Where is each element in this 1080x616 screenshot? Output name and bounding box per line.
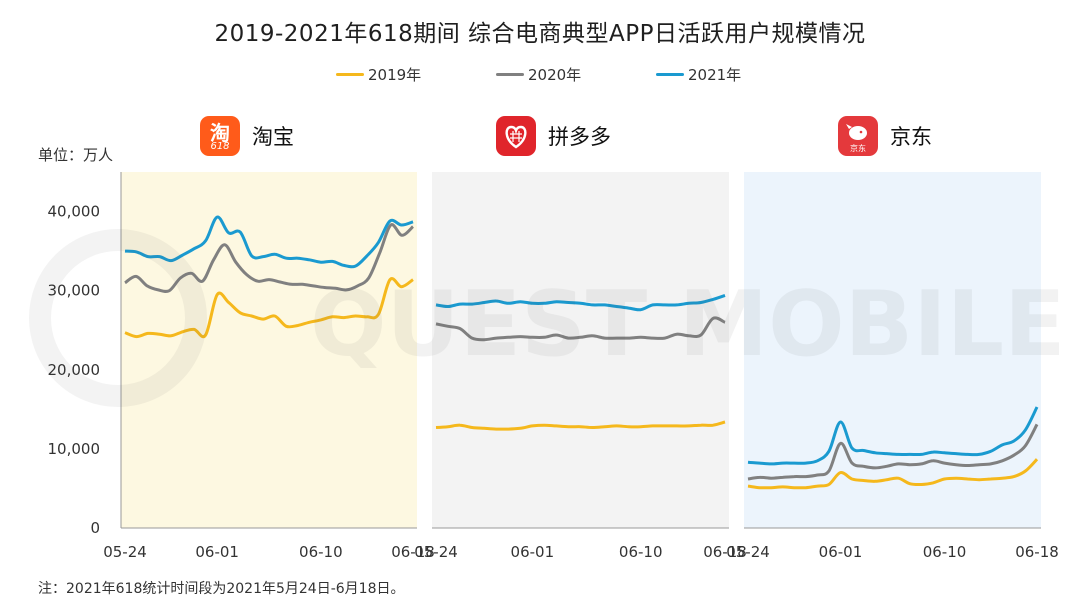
legend-item-2019: 2019年 bbox=[336, 64, 421, 85]
app-header-taobao: 淘 618 淘宝 bbox=[200, 116, 294, 156]
y-tick-label: 0 bbox=[90, 519, 100, 537]
panel-jd: 05-24 06-01 06-10 06-18 bbox=[726, 172, 1059, 561]
footnote: 注：2021年618统计时间段为2021年5月24日-6月18日。 bbox=[38, 581, 405, 597]
legend-swatch-2020 bbox=[496, 73, 524, 76]
x-tick-label: 05-24 bbox=[103, 543, 147, 561]
taobao-618-app-icon: 淘 618 bbox=[200, 116, 240, 156]
legend-item-2021: 2021年 bbox=[656, 64, 741, 85]
series-line-pinduoduo-2021年 bbox=[435, 293, 726, 312]
y-axis: 0 10,000 20,000 30,000 40,000 bbox=[48, 203, 101, 537]
panel-background-jd bbox=[744, 172, 1041, 528]
series-line-jd-2020年 bbox=[747, 423, 1039, 481]
app-name-jd: 京东 bbox=[890, 125, 932, 149]
series-line-jd-2019年 bbox=[747, 458, 1039, 490]
panel-background-taobao bbox=[121, 172, 417, 528]
watermark-logo-ring bbox=[29, 229, 207, 407]
series-line-jd-2021年 bbox=[747, 406, 1039, 466]
x-tick-label: 06-10 bbox=[299, 543, 343, 561]
taobao-icon-618: 618 bbox=[210, 141, 230, 152]
watermark: QUEST MOBILE bbox=[29, 229, 1066, 407]
legend-label-2020: 2020年 bbox=[528, 66, 582, 84]
taobao-icon-glyph: 淘 bbox=[210, 121, 230, 145]
app-header-pinduoduo: 拼多多 bbox=[496, 116, 611, 156]
x-tick-label: 05-24 bbox=[726, 543, 770, 561]
x-tick-label: 06-10 bbox=[923, 543, 967, 561]
app-name-taobao: 淘宝 bbox=[252, 125, 294, 149]
x-tick-label: 06-01 bbox=[511, 543, 555, 561]
legend-item-2020: 2020年 bbox=[496, 64, 581, 85]
y-tick-label: 10,000 bbox=[48, 440, 101, 458]
x-tick-label: 06-01 bbox=[195, 543, 239, 561]
series-line-taobao-2020年 bbox=[124, 223, 415, 293]
series-line-pinduoduo-2020年 bbox=[435, 316, 726, 342]
x-tick-label: 06-18 bbox=[703, 543, 747, 561]
panel-background-pinduoduo bbox=[432, 172, 729, 528]
chart-title: 2019-2021年618期间 综合电商典型APP日活跃用户规模情况 bbox=[214, 21, 866, 47]
legend-label-2019: 2019年 bbox=[368, 66, 422, 84]
panel-pinduoduo: 05-24 06-01 06-10 06-18 bbox=[414, 172, 747, 561]
x-tick-label: 06-18 bbox=[391, 543, 435, 561]
jd-app-icon: 京东 bbox=[838, 116, 878, 156]
pinduoduo-app-icon bbox=[496, 116, 536, 156]
jd-icon-label: 京东 bbox=[850, 144, 866, 153]
y-tick-label: 30,000 bbox=[48, 282, 101, 300]
unit-label: 单位：万人 bbox=[38, 146, 114, 164]
app-header-jd: 京东 京东 bbox=[838, 116, 932, 156]
series-line-taobao-2019年 bbox=[124, 277, 414, 339]
y-tick-label: 20,000 bbox=[48, 361, 101, 379]
series-line-taobao-2021年 bbox=[124, 215, 414, 269]
pinduoduo-heart-icon bbox=[505, 125, 527, 149]
legend-label-2021: 2021年 bbox=[688, 66, 742, 84]
app-name-pinduoduo: 拼多多 bbox=[548, 125, 611, 149]
x-tick-label: 06-01 bbox=[819, 543, 863, 561]
x-tick-label: 05-24 bbox=[414, 543, 458, 561]
x-tick-label: 06-18 bbox=[1015, 543, 1059, 561]
legend-swatch-2021 bbox=[656, 73, 684, 76]
x-tick-label: 06-10 bbox=[619, 543, 663, 561]
jd-dog-icon bbox=[846, 124, 867, 140]
legend: 2019年 2020年 2021年 bbox=[0, 64, 1080, 88]
y-tick-label: 40,000 bbox=[48, 203, 101, 221]
panel-taobao: 05-24 06-01 06-10 06-18 bbox=[103, 172, 435, 561]
legend-swatch-2019 bbox=[336, 73, 364, 76]
series-line-pinduoduo-2019年 bbox=[435, 420, 726, 431]
watermark-text: QUEST MOBILE bbox=[310, 272, 1066, 377]
